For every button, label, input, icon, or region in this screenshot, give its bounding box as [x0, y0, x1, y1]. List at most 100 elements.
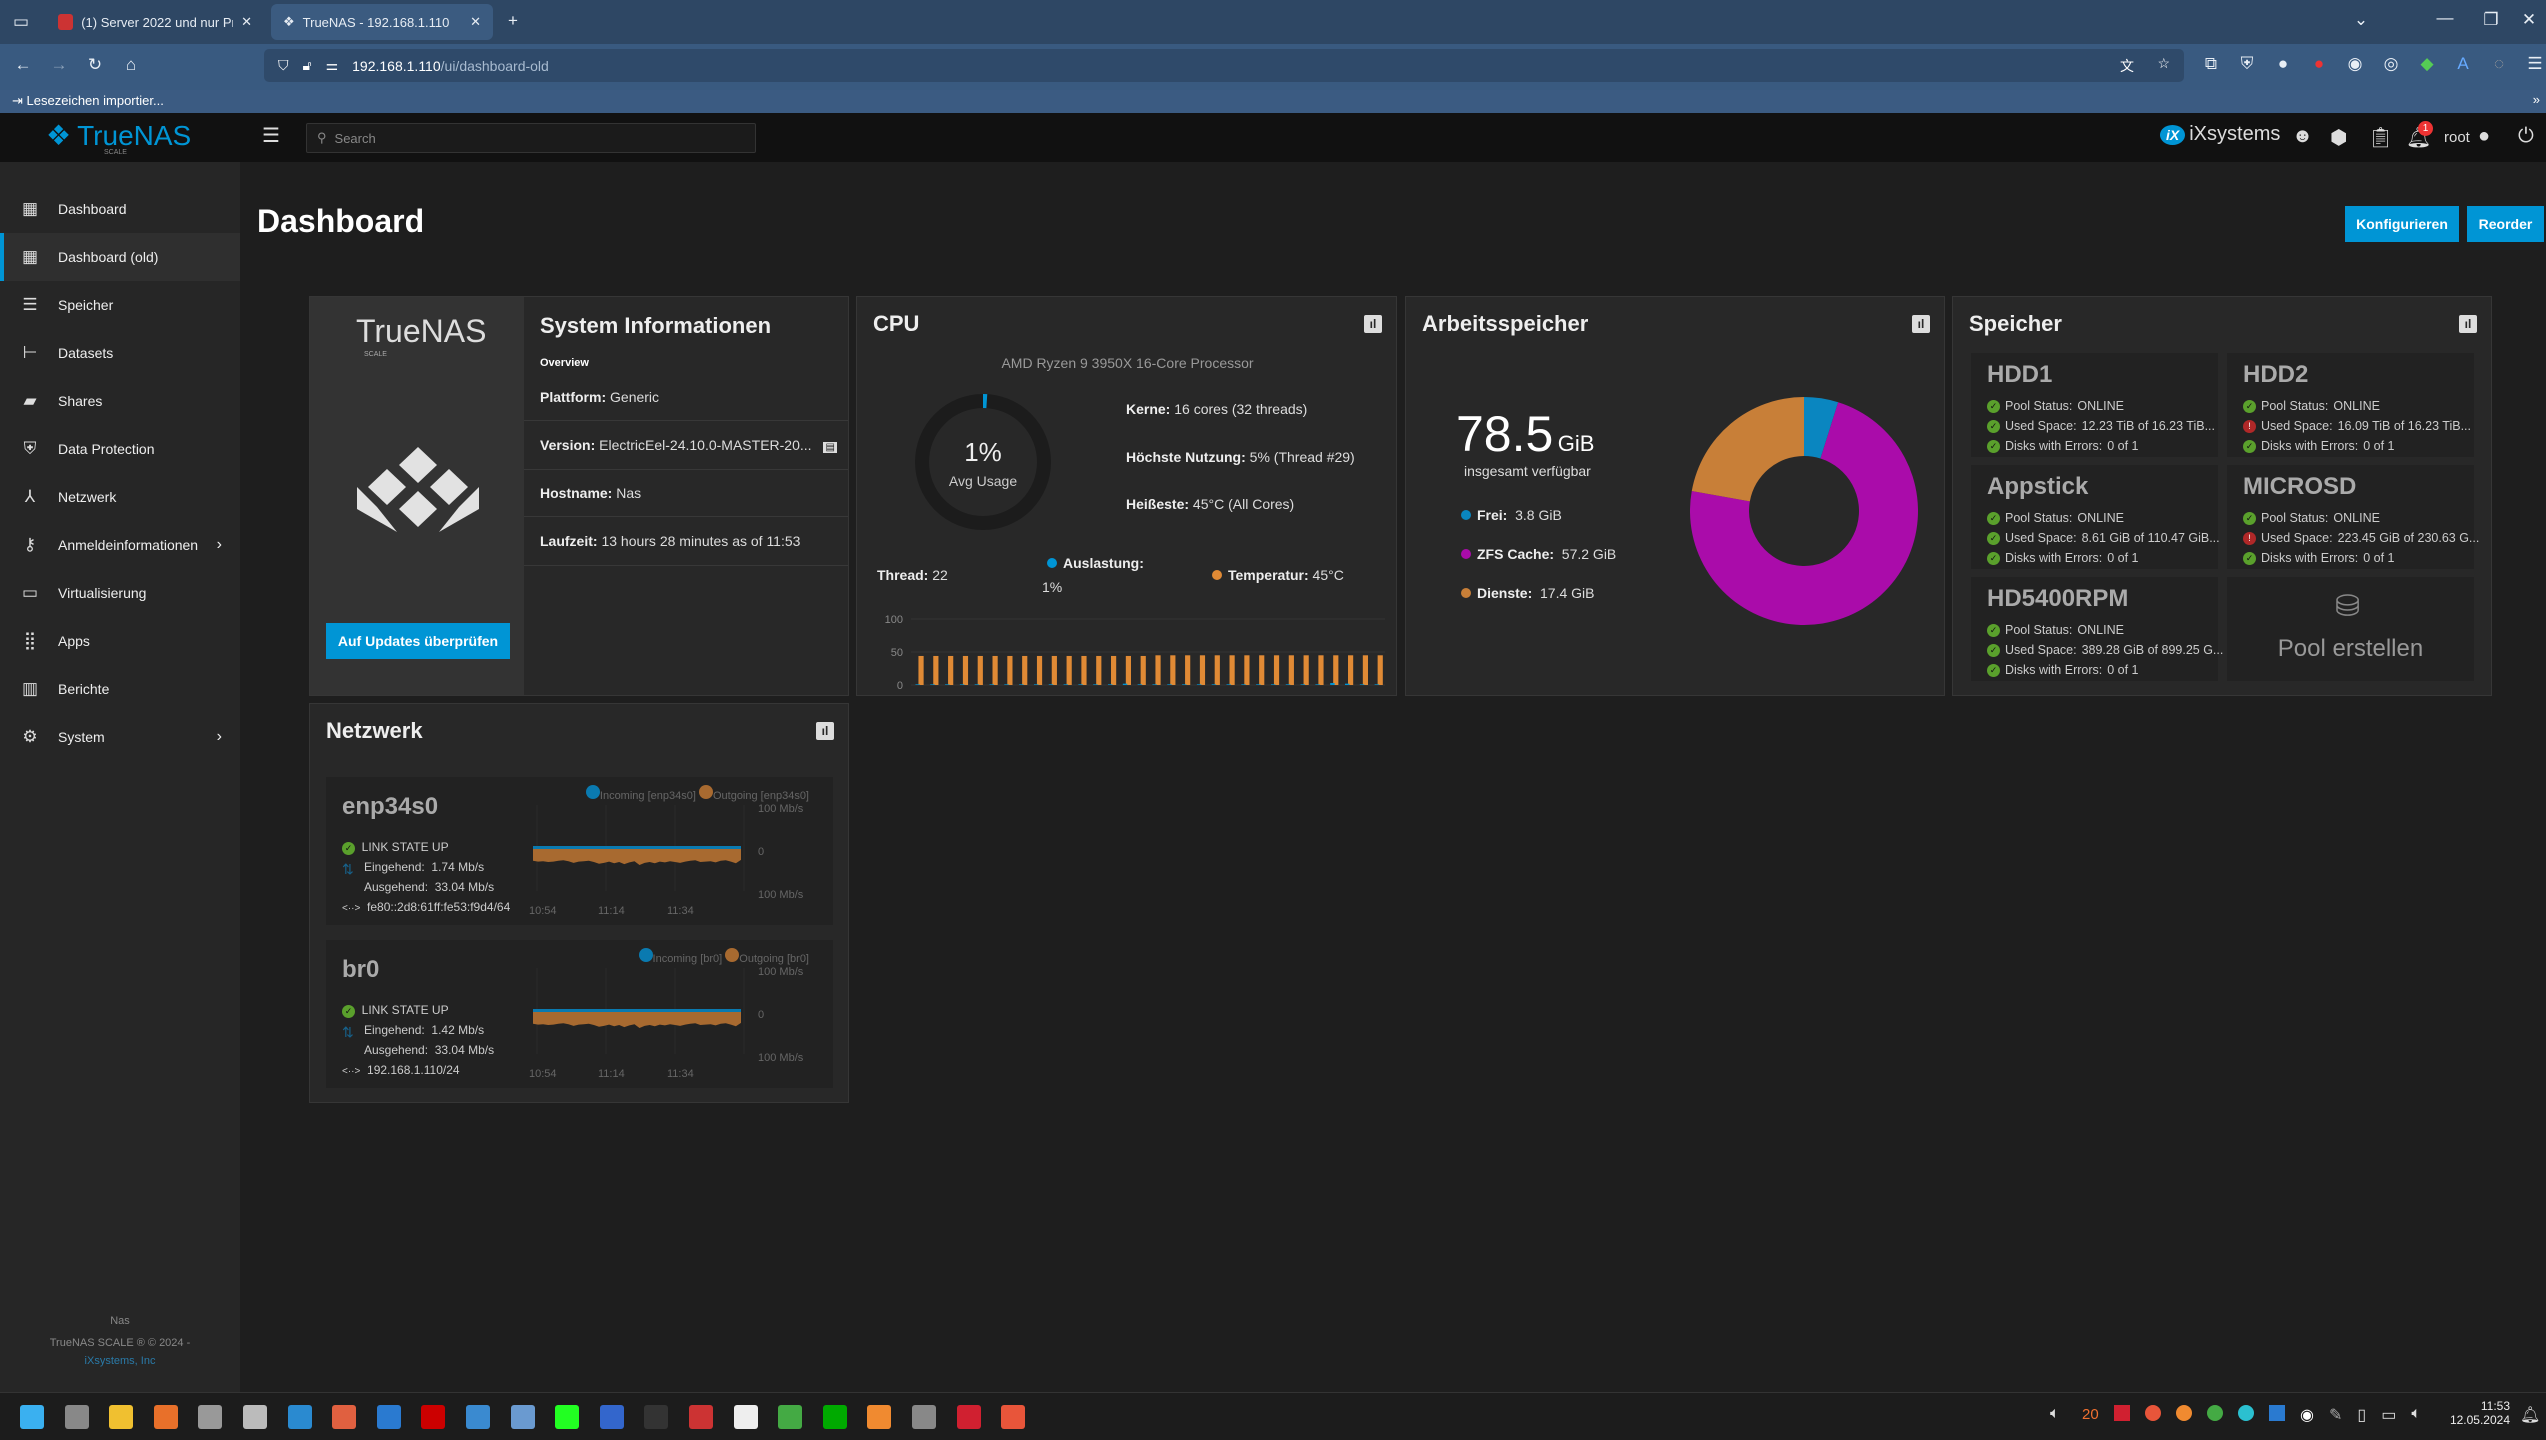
network-tray-icon[interactable]: ▭ — [2381, 1407, 2397, 1424]
amd-taskbar-icon[interactable] — [956, 1405, 981, 1429]
pool-tile-hdd1[interactable]: HDD1 ✓ Pool Status: ONLINE ✓ Used Space: 12.… — [1971, 353, 2218, 457]
download-manager-icon[interactable]: ◆ — [2420, 54, 2434, 73]
bookmarks-overflow-icon[interactable]: » — [2532, 92, 2540, 107]
orange-app-taskbar-icon[interactable] — [867, 1405, 892, 1429]
sidebar-item-berichte[interactable]: ▥ Berichte — [0, 665, 240, 713]
app-menu-icon[interactable]: ☰ — [2527, 54, 2543, 73]
binary-clock-taskbar-icon[interactable] — [733, 1405, 758, 1429]
chrome-tray-icon[interactable] — [2145, 1405, 2161, 1421]
task-view-taskbar-icon[interactable] — [64, 1405, 89, 1429]
sidebar-item-virtualisierung[interactable]: ▭ Virtualisierung — [0, 569, 240, 617]
ixsystems-logo[interactable]: iX iXsystems — [2160, 123, 2280, 146]
pen-tray-icon[interactable]: ✎ — [2328, 1407, 2343, 1424]
onepassword-tray-icon[interactable]: ◉ — [2300, 1407, 2314, 1424]
truenas-logo[interactable]: ❖ TrueNAS SCALE — [46, 119, 192, 157]
bookmark-star-icon[interactable]: ☆ — [2157, 55, 2170, 71]
new-tab-icon[interactable]: + — [508, 11, 518, 30]
restore-icon[interactable]: ❐ — [2483, 10, 2499, 29]
pool-tile-microsd[interactable]: MICROSD ✓ Pool Status: ONLINE ! Used Space:… — [2227, 465, 2479, 569]
spy-extension-icon[interactable]: ◎ — [2383, 54, 2399, 73]
start-taskbar-icon[interactable] — [20, 1405, 44, 1429]
sidebar-item-system[interactable]: ⚙ System › — [0, 713, 240, 761]
sidebar-item-speicher[interactable]: ☰ Speicher — [0, 281, 240, 329]
settings-taskbar-icon[interactable] — [912, 1405, 936, 1429]
n-app-taskbar-icon[interactable] — [689, 1405, 713, 1429]
chrome-taskbar-icon[interactable] — [1001, 1405, 1026, 1429]
calc-green-taskbar-icon[interactable] — [555, 1405, 580, 1429]
url-bar[interactable]: ⛉ 🔓︎ ⚌ 192.168.1.110/ui/dashboard-old 文 … — [264, 49, 2184, 82]
onepassword-icon[interactable]: ◉ — [2347, 54, 2363, 73]
defender-tray-icon[interactable] — [2269, 1405, 2285, 1421]
forward-icon[interactable]: → — [50, 55, 68, 74]
feedback-icon[interactable]: ☻ — [2292, 125, 2314, 147]
configure-button[interactable]: Konfigurieren — [2345, 206, 2459, 242]
pool-tile-appstick[interactable]: Appstick ✓ Pool Status: ONLINE ✓ Used Space… — [1971, 465, 2220, 569]
copy-clipboard-icon[interactable]: ▤ — [823, 442, 837, 453]
download-tray-icon[interactable] — [2207, 1405, 2223, 1421]
sidebar-item-data-protection[interactable]: ⛨ Data Protection — [0, 425, 240, 473]
notification-center-icon[interactable]: 🔔︎ — [2520, 1407, 2541, 1424]
search-input[interactable]: ⚲ Search — [306, 123, 756, 153]
cookie-extension-icon[interactable]: ● — [2277, 54, 2289, 73]
google-translate-icon[interactable]: A — [2457, 54, 2469, 73]
jobs-clipboard-icon[interactable]: 📋︎ — [2368, 127, 2394, 149]
aida64-taskbar-icon[interactable] — [421, 1405, 446, 1429]
amd-tray-icon[interactable] — [2114, 1405, 2130, 1421]
translate-icon[interactable]: 文 — [2120, 58, 2134, 74]
tray-number[interactable]: 20 — [2082, 1406, 2099, 1423]
volume-icon[interactable]: 🔈︎ — [2050, 1405, 2060, 1422]
tracking-shield-icon[interactable]: ⛉ — [278, 57, 289, 73]
extension-gray-icon[interactable]: ◌ — [2493, 54, 2505, 73]
back-icon[interactable]: ← — [14, 55, 32, 74]
reports-icon[interactable]: ıl — [1364, 315, 1382, 333]
menu-toggle-icon[interactable]: ☰ — [262, 125, 280, 147]
green-app-taskbar-icon[interactable] — [822, 1405, 847, 1429]
app-bars-taskbar-icon[interactable] — [376, 1405, 401, 1429]
reorder-button[interactable]: Reorder — [2467, 206, 2544, 242]
sidebar-item-apps[interactable]: ⣿ Apps — [0, 617, 240, 665]
tab-overview-icon[interactable]: ▭ — [12, 12, 30, 31]
truecommand-icon[interactable]: ⬢ — [2330, 127, 2348, 149]
footer-company-link[interactable]: iXsystems, Inc — [84, 1355, 156, 1367]
reports-icon[interactable]: ıl — [2459, 315, 2477, 333]
tab-list-chevron-icon[interactable]: ⌄ — [2353, 10, 2369, 29]
account-icon[interactable]: ● — [2478, 125, 2491, 147]
sidebar-item-anmeldeinformationen[interactable]: ⚷ Anmeldeinformationen › — [0, 521, 240, 569]
thermometer-taskbar-icon[interactable] — [332, 1405, 357, 1429]
steam-taskbar-icon[interactable] — [198, 1405, 223, 1429]
remote-desktop-taskbar-icon[interactable] — [510, 1405, 535, 1429]
network-monitor-taskbar-icon[interactable] — [599, 1405, 624, 1429]
close-window-icon[interactable]: ✕ — [2521, 10, 2537, 29]
extensions-icon[interactable]: ⧉ — [2204, 54, 2218, 73]
tools-taskbar-icon[interactable] — [466, 1405, 490, 1429]
extension-red-icon[interactable]: ● — [2313, 54, 2325, 73]
bookmark-import-item[interactable]: ⇥ Lesezeichen importier... — [12, 93, 164, 108]
browser-tab-active[interactable]: ❖ TrueNAS - 192.168.1.110 ✕ — [271, 4, 493, 40]
download-manager-taskbar-icon[interactable] — [778, 1405, 803, 1429]
sidebar-item-shares[interactable]: ▰ Shares — [0, 377, 240, 425]
reload-icon[interactable]: ↻ — [87, 55, 103, 74]
firefox-taskbar-icon[interactable] — [153, 1405, 178, 1429]
close-tab-icon[interactable]: ✕ — [470, 14, 481, 29]
ublock-icon[interactable]: ⛨ — [2240, 54, 2254, 73]
username[interactable]: root — [2444, 129, 2470, 146]
terminal-taskbar-icon[interactable] — [644, 1405, 669, 1429]
browser-tab[interactable]: (1) Server 2022 und nur Probleme ✕ — [46, 4, 264, 40]
sidebar-item-dashboard[interactable]: ▦ Dashboard — [0, 185, 240, 233]
pool-tile-hdd2[interactable]: HDD2 ✓ Pool Status: ONLINE ! Used Space: 16.… — [2227, 353, 2474, 457]
sidebar-item-netzwerk[interactable]: ⅄ Netzwerk — [0, 473, 240, 521]
clock[interactable]: 11:53 12.05.2024 — [2449, 1399, 2510, 1427]
hwinfo-taskbar-icon[interactable] — [287, 1405, 312, 1429]
create-pool-tile[interactable]: ⛁ Pool erstellen — [2227, 577, 2474, 681]
sidebar-item-dashboard-old[interactable]: ▦ Dashboard (old) — [0, 233, 240, 281]
usb-tray-icon[interactable]: ▯ — [2357, 1407, 2367, 1424]
calculator-taskbar-icon[interactable] — [243, 1405, 267, 1429]
power-icon[interactable]: ⏻ — [2518, 125, 2534, 147]
explorer-taskbar-icon[interactable] — [109, 1405, 134, 1429]
close-tab-icon[interactable]: ✕ — [241, 14, 252, 29]
home-icon[interactable]: ⌂ — [125, 55, 137, 74]
check-updates-button[interactable]: Auf Updates überprüfen — [326, 623, 510, 659]
reports-icon[interactable]: ıl — [816, 722, 834, 740]
insecure-lock-icon[interactable]: 🔓︎ — [302, 57, 312, 73]
volume-tray-icon[interactable]: 🔈︎ — [2411, 1405, 2421, 1422]
